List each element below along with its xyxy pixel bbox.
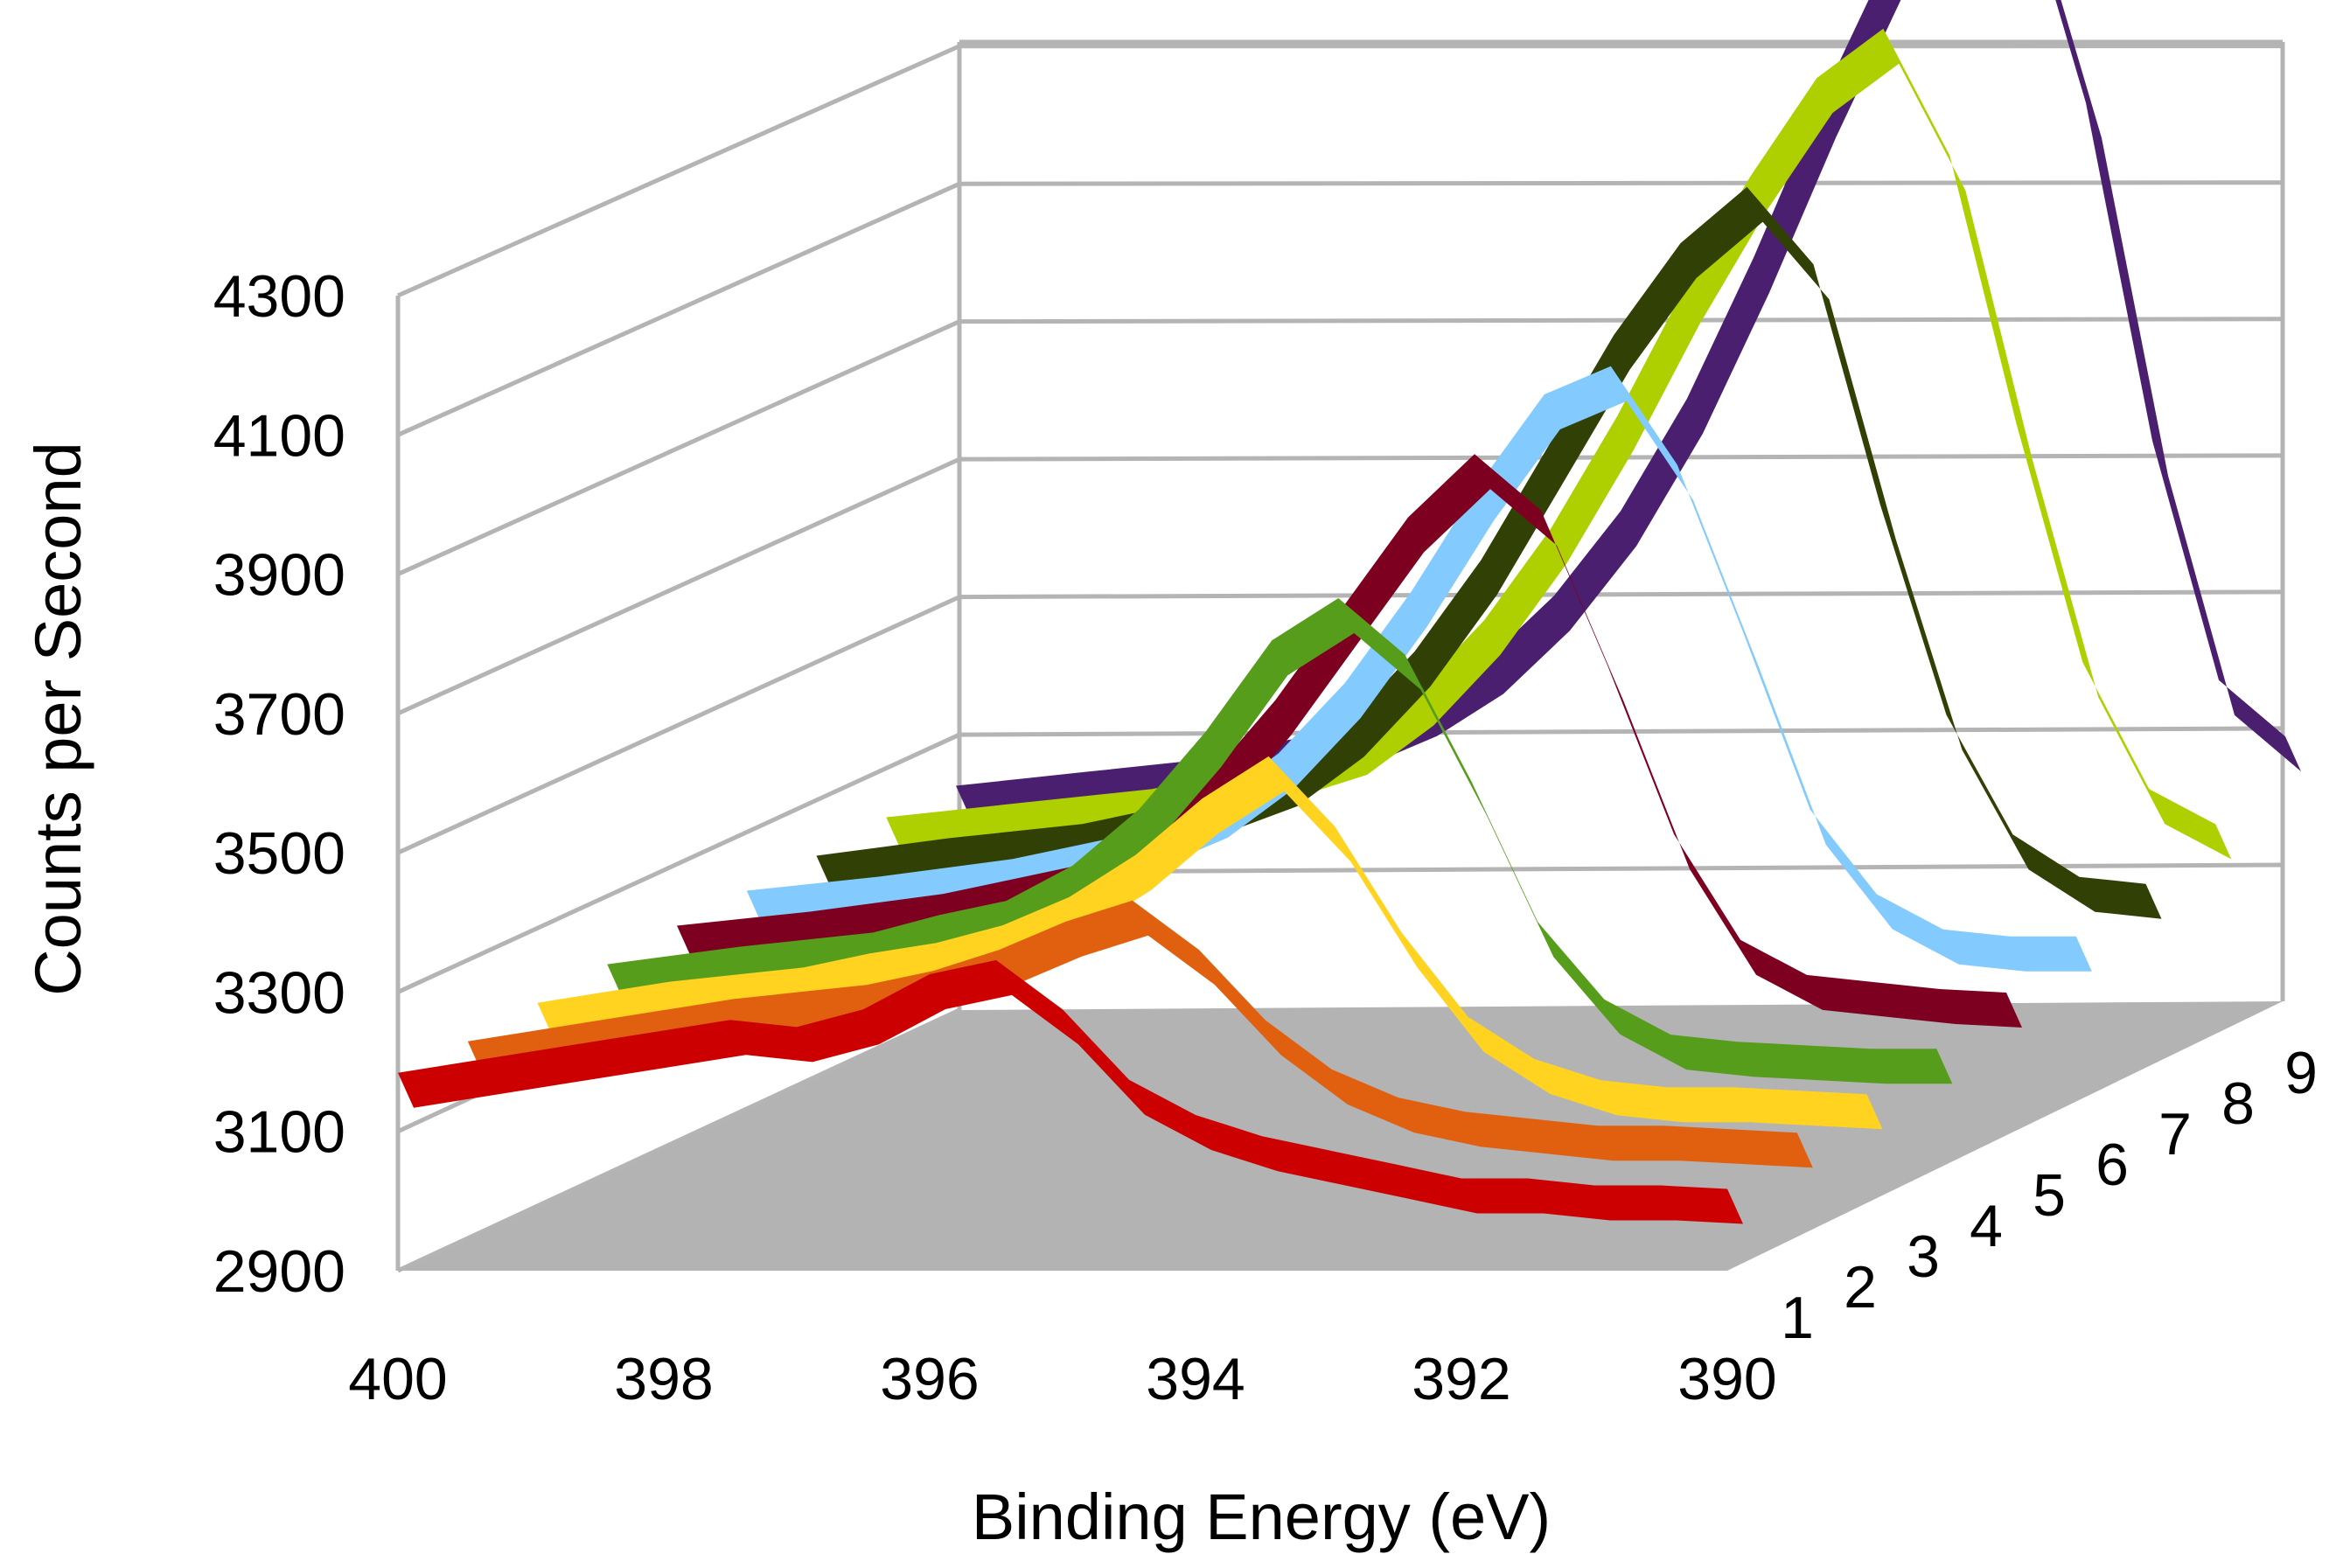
- x-tick-label: 398: [614, 1346, 713, 1412]
- depth-tick-label: 7: [2158, 1101, 2192, 1167]
- y-tick-label: 4100: [213, 402, 345, 469]
- depth-tick-label: 4: [1970, 1193, 2003, 1259]
- x-tick-label: 390: [1677, 1346, 1776, 1412]
- series-3-ribbon: [537, 756, 1883, 1130]
- left-wall-gridline: [396, 181, 961, 437]
- y-tick-label: 3900: [213, 542, 345, 609]
- x-tick-label: 392: [1412, 1346, 1510, 1412]
- left-wall-gridline: [396, 319, 961, 576]
- series-ribbons: [397, 0, 2301, 1224]
- series-5-ribbon: [677, 454, 2022, 1028]
- left-wall-gridline: [396, 732, 961, 994]
- series-1-ribbon: [398, 959, 1743, 1224]
- y-tick-label: 3100: [213, 1099, 345, 1166]
- back-wall-gridline: [959, 180, 2284, 186]
- left-wall-gridline: [396, 44, 961, 298]
- depth-tick-label: 2: [1844, 1254, 1877, 1321]
- y-tick-label: 3700: [213, 681, 345, 748]
- left-wall-gridline: [396, 595, 961, 855]
- series-5: [676, 454, 2022, 1028]
- back-wall-gridline: [959, 589, 2284, 600]
- y-axis-title: Counts per Second: [22, 442, 94, 996]
- x-tick-label: 396: [880, 1346, 979, 1412]
- series-4: [607, 598, 1953, 1084]
- series-7-ribbon: [816, 186, 2162, 919]
- x-tick-label: 400: [348, 1346, 447, 1412]
- depth-tick-label: 8: [2221, 1070, 2255, 1137]
- left-wall-gridline: [396, 456, 961, 716]
- grid-lines: [396, 39, 2284, 1273]
- x-axis-title: Binding Energy (eV): [972, 1481, 1551, 1553]
- depth-tick-label: 6: [2095, 1132, 2129, 1198]
- depth-tick-label: 9: [2284, 1040, 2318, 1106]
- left-wall-gridline: [396, 1007, 961, 1273]
- y-tick-label: 4300: [213, 263, 345, 330]
- y-tick-label: 3500: [213, 820, 345, 887]
- series-3: [537, 756, 1883, 1130]
- back-wall-gridline: [959, 317, 2284, 324]
- depth-tick-label: 1: [1781, 1285, 1814, 1351]
- back-wall-gridline: [959, 726, 2284, 737]
- y-tick-label: 3300: [213, 959, 345, 1026]
- depth-tick-label: 3: [1907, 1223, 1940, 1290]
- series-1: [397, 959, 1743, 1224]
- depth-tick-label: 5: [2033, 1162, 2066, 1229]
- y-tick-label: 2900: [213, 1238, 345, 1305]
- x-tick-label: 394: [1146, 1346, 1245, 1412]
